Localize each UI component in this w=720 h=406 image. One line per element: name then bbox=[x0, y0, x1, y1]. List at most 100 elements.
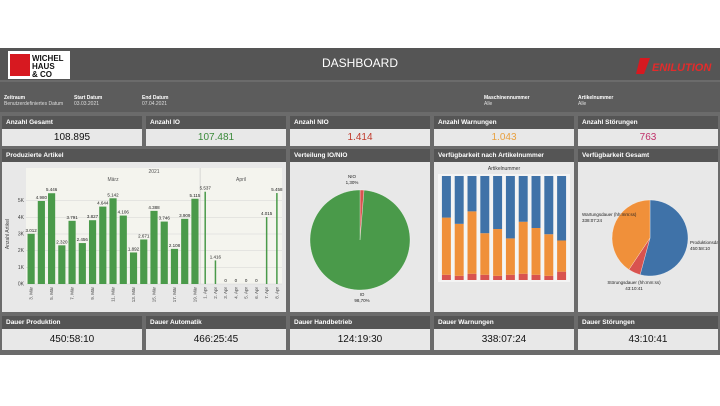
value-label: 3.909 bbox=[179, 213, 191, 218]
year-label: 2021 bbox=[148, 169, 159, 175]
bar bbox=[140, 239, 148, 284]
subtitle: Artikelnummer bbox=[488, 166, 521, 172]
x-tick-label: 7. Apr bbox=[264, 287, 269, 299]
panel-title: Verfügbarkeit nach Artikelnummer bbox=[434, 149, 574, 162]
y-tick-label: 5K bbox=[18, 198, 25, 204]
bar-segment bbox=[454, 275, 464, 280]
bar-segment bbox=[518, 176, 528, 222]
value-label: 0 bbox=[235, 278, 238, 283]
x-tick-label: 2. Apr bbox=[213, 287, 218, 299]
x-tick-label: 7. Mär bbox=[70, 287, 75, 300]
bar-segment bbox=[454, 176, 464, 224]
bar bbox=[191, 198, 199, 284]
bar-segment bbox=[557, 176, 567, 241]
value-label: 5.537 bbox=[200, 186, 212, 191]
slice-label: NIO bbox=[348, 174, 357, 179]
x-tick-label: 15. Mär bbox=[152, 287, 157, 303]
value-label: 2.108 bbox=[169, 243, 181, 248]
value-label: 4.388 bbox=[148, 205, 160, 210]
slice-value: 450:58:10 bbox=[690, 246, 711, 251]
value-label: 3.012 bbox=[25, 228, 37, 233]
bar-segment bbox=[467, 176, 477, 212]
x-tick-label: 3. Mär bbox=[29, 287, 34, 300]
bar bbox=[170, 248, 179, 284]
y-tick-label: 1K bbox=[18, 265, 25, 271]
chart: Artikelnummer bbox=[434, 162, 574, 312]
duration-title: Dauer Handbetrieb bbox=[290, 316, 430, 329]
x-tick-label: 1. Apr bbox=[203, 287, 208, 299]
logo-left: WICHEL HAUS & CO bbox=[8, 51, 70, 79]
x-tick-label: 13. Mär bbox=[131, 287, 136, 303]
value-label: 2.671 bbox=[138, 233, 150, 238]
bar bbox=[48, 193, 56, 284]
bar bbox=[37, 201, 45, 284]
bar bbox=[68, 220, 76, 284]
bar bbox=[119, 215, 127, 284]
x-tick-label: 5. Mär bbox=[49, 287, 54, 300]
slice-value: 1,30% bbox=[346, 180, 359, 185]
bar bbox=[214, 260, 217, 284]
slice-value: 43:10:41 bbox=[625, 286, 643, 291]
bar-segment bbox=[505, 176, 515, 239]
bar-segment bbox=[441, 217, 451, 275]
panel-title: Verteilung IO/NIO bbox=[290, 149, 430, 162]
duration-value: 124:19:30 bbox=[290, 329, 430, 350]
slice-label: Produktionsdauer (hh:mm:ss) bbox=[690, 240, 718, 245]
y-tick-label: 3K bbox=[18, 232, 25, 238]
bar-segment bbox=[531, 274, 541, 280]
bar-segment bbox=[467, 273, 477, 280]
bar bbox=[204, 191, 206, 284]
bar-segment bbox=[493, 176, 503, 230]
value-label: 5.458 bbox=[271, 187, 283, 192]
bar-segment bbox=[467, 211, 477, 274]
slice-label: Wartungsdauer (hh:mm:ss) bbox=[582, 212, 637, 217]
kpi-value: 1.414 bbox=[290, 129, 430, 146]
bar-segment bbox=[493, 275, 503, 280]
value-label: 3.827 bbox=[87, 214, 99, 219]
filter-label: Start Datum bbox=[74, 95, 103, 101]
bar-segment bbox=[454, 223, 464, 276]
kpi-title: Anzahl Störungen bbox=[578, 116, 718, 129]
bar bbox=[276, 193, 278, 284]
filter-row bbox=[0, 82, 720, 112]
filter-label: Artikelnummer bbox=[578, 95, 614, 101]
value-label: 5.446 bbox=[46, 187, 58, 192]
chart: Produktionsdauer (hh:mm:ss)450:58:10 Stör… bbox=[578, 162, 718, 312]
bar-segment bbox=[557, 240, 567, 272]
kpi-title: Anzahl IO bbox=[146, 116, 286, 129]
slice-value: 98,70% bbox=[354, 298, 369, 303]
month-label: März bbox=[107, 177, 119, 183]
panel-title: Verfügbarkeit Gesamt bbox=[578, 149, 718, 162]
filter-value: 07.04.2021 bbox=[142, 101, 168, 107]
x-tick-label: 6. Apr bbox=[254, 287, 259, 299]
value-label: 3.791 bbox=[66, 215, 78, 220]
bar-segment bbox=[531, 176, 541, 228]
bar bbox=[78, 243, 86, 284]
value-label: 1.416 bbox=[210, 254, 222, 259]
value-label: 4.644 bbox=[97, 201, 109, 206]
bar-segment bbox=[441, 176, 451, 218]
bar-segment bbox=[480, 274, 490, 280]
kpi-value: 763 bbox=[578, 129, 718, 146]
value-label: 5.115 bbox=[189, 193, 200, 198]
duration-value: 450:58:10 bbox=[2, 329, 142, 350]
filter-value: Benutzerdefiniertes Datum bbox=[4, 101, 64, 107]
bar bbox=[160, 221, 168, 284]
filter-value: Alle bbox=[578, 101, 587, 107]
bar bbox=[27, 233, 35, 284]
slice-value: 338:07:24 bbox=[582, 218, 603, 223]
filter-label: Maschinennummer bbox=[484, 95, 530, 101]
slice-label: IO bbox=[360, 292, 365, 297]
x-tick-label: 11. Mär bbox=[111, 286, 116, 301]
x-tick-label: 8. Apr bbox=[274, 287, 279, 299]
duration-title: Dauer Automatik bbox=[146, 316, 286, 329]
x-tick-label: 19. Mär bbox=[192, 287, 197, 303]
slice-label: Störungsdauer (hh:mm:ss) bbox=[607, 280, 661, 285]
bar bbox=[150, 210, 158, 284]
header bbox=[0, 48, 720, 80]
logo-text: ENILUTION bbox=[652, 62, 712, 74]
kpi-value: 1.043 bbox=[434, 129, 574, 146]
logo-shape bbox=[636, 58, 650, 74]
bar-segment bbox=[544, 234, 554, 276]
